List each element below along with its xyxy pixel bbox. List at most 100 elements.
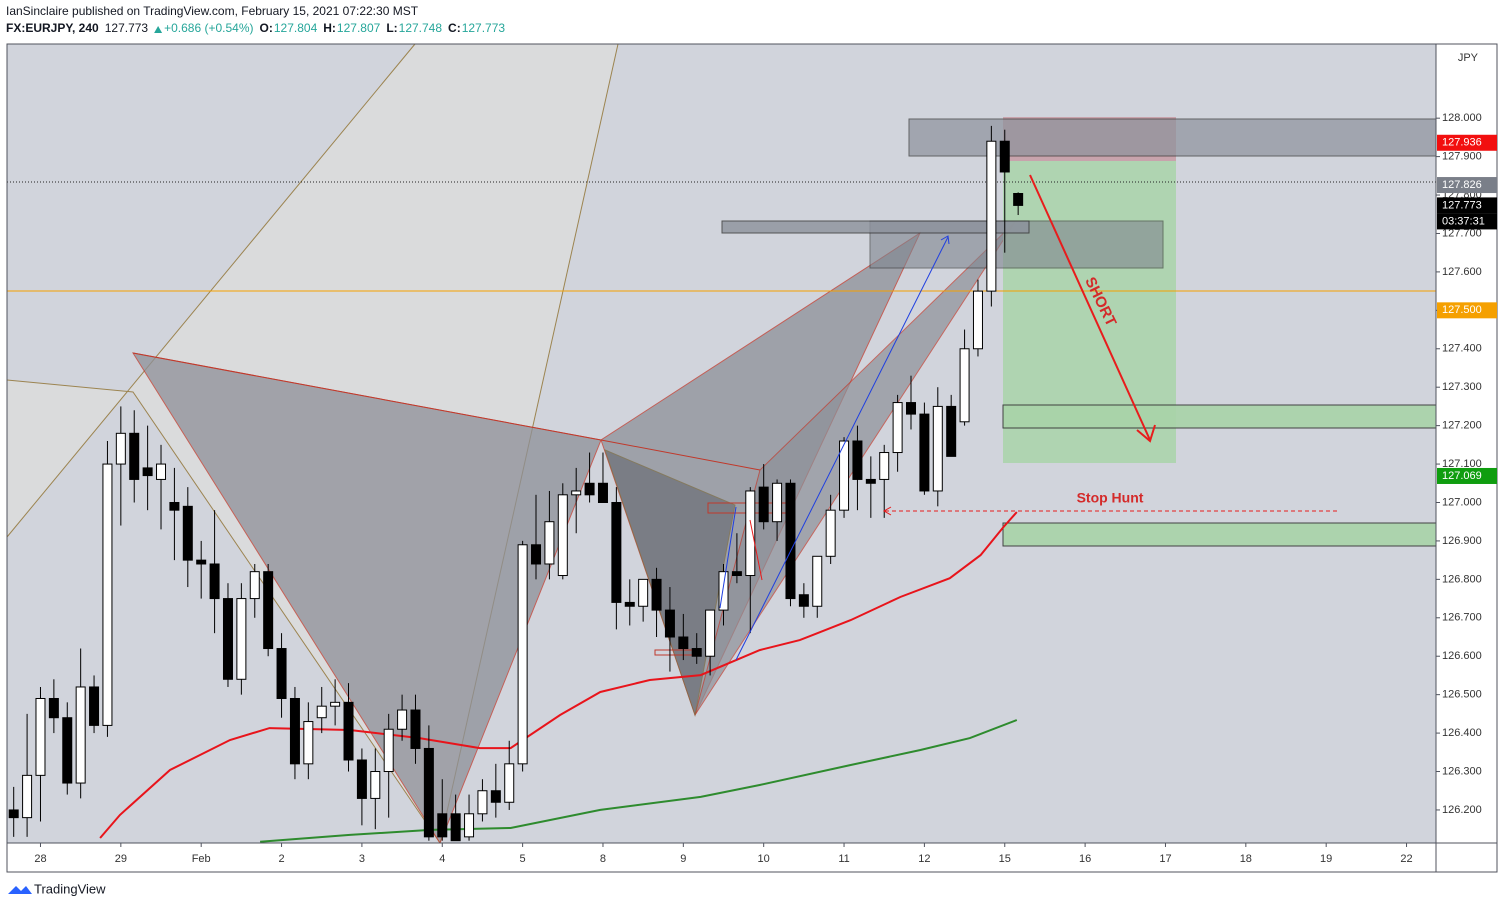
red-arrow <box>749 519 763 581</box>
candle-body <box>1013 193 1024 206</box>
candle-body <box>330 701 341 707</box>
logo <box>8 886 32 894</box>
ohlc-key: C: <box>448 21 461 35</box>
candle-body <box>437 813 448 838</box>
x-tick-label: 16 <box>1079 853 1091 865</box>
price-tag-label: 127.826 <box>1442 179 1482 191</box>
pattern-line <box>132 352 761 471</box>
candle-body <box>129 432 140 480</box>
candle-body <box>879 452 890 480</box>
y-tick-label: 126.700 <box>1442 612 1482 624</box>
candle-body <box>263 571 274 650</box>
x-tick-label: 17 <box>1159 853 1171 865</box>
candle-body <box>423 747 434 838</box>
y-tick-label: 127.100 <box>1442 458 1482 470</box>
y-tick-label: 127.700 <box>1442 227 1482 239</box>
candle-body <box>825 509 836 557</box>
x-tick-label: 8 <box>600 853 606 865</box>
candle-body <box>464 813 475 838</box>
ohlc-value: 127.804 <box>274 21 318 35</box>
candle-body <box>664 609 675 638</box>
price-tag-label: 127.500 <box>1442 304 1482 316</box>
y-tick-label: 126.500 <box>1442 689 1482 701</box>
x-tick-label: 18 <box>1240 853 1252 865</box>
x-tick-label: 5 <box>520 853 526 865</box>
candle-body <box>919 413 930 492</box>
stop-hunt-label: Stop Hunt <box>1077 490 1144 506</box>
x-tick-label: 2 <box>278 853 284 865</box>
candle-body <box>785 482 796 600</box>
candle-body <box>62 717 73 784</box>
x-tick-label: 4 <box>439 853 445 865</box>
symbol-line: FX:EURJPY, 240 127.773 +0.686 (+0.54%) O: 12… <box>6 21 505 35</box>
candle-body <box>477 790 488 815</box>
zone-box <box>1002 404 1437 429</box>
candle-body <box>249 571 260 600</box>
candle-body <box>504 763 515 803</box>
candle-body <box>115 432 126 465</box>
zone-box <box>908 118 1437 157</box>
y-tick-label: 127.600 <box>1442 266 1482 278</box>
y-tick-label: 127.900 <box>1442 151 1482 163</box>
byline: IanSinclaire published on TradingView.co… <box>6 4 419 18</box>
x-tick-label: 12 <box>918 853 930 865</box>
time-axis <box>7 843 1436 872</box>
candle-body <box>718 571 729 611</box>
candle-body <box>906 402 917 415</box>
candle-body <box>544 521 555 565</box>
candle-body <box>102 463 113 726</box>
candle-body <box>383 728 394 773</box>
unit-label: JPY <box>1458 52 1479 64</box>
candle-body <box>839 440 850 511</box>
candle-body <box>798 594 809 607</box>
x-tick-label: Feb <box>192 853 211 865</box>
price-tag <box>1437 134 1497 151</box>
blue-arrow <box>719 506 737 609</box>
moving-average <box>260 719 1018 843</box>
last-price: 127.773 <box>105 21 149 35</box>
candle-body <box>450 813 461 842</box>
candle-body <box>852 440 863 480</box>
candle-body <box>276 648 287 699</box>
x-tick-label: 3 <box>359 853 365 865</box>
x-tick-label: 22 <box>1400 853 1412 865</box>
candle-body <box>8 809 19 819</box>
candle-body <box>772 482 783 523</box>
candle-body <box>156 463 167 480</box>
candle-body <box>22 774 33 819</box>
candle-body <box>611 501 622 603</box>
candle-body <box>303 721 314 765</box>
candle-body <box>196 559 207 565</box>
symbol: FX:EURJPY, 240 <box>6 21 99 35</box>
ohlc-key: L: <box>386 21 397 35</box>
candle-body <box>651 578 662 611</box>
candle-body <box>316 705 327 719</box>
price-tag <box>1437 177 1497 194</box>
ohlc-key: H: <box>323 21 336 35</box>
x-tick-label: 10 <box>758 853 770 865</box>
candle-body <box>986 140 997 292</box>
y-tick-label: 127.400 <box>1442 343 1482 355</box>
y-tick-label: 127.200 <box>1442 420 1482 432</box>
frame <box>6 43 1498 873</box>
candle-body <box>397 709 408 730</box>
candle-body <box>705 609 716 657</box>
arrow-head <box>1136 424 1156 443</box>
arrow-head <box>940 235 950 245</box>
ohlc-value: 127.807 <box>337 21 381 35</box>
candle-body <box>584 482 595 496</box>
x-tick-label: 9 <box>680 853 686 865</box>
candle-body <box>745 490 756 577</box>
candle-body <box>731 571 742 577</box>
candle-body <box>678 636 689 650</box>
drawings <box>6 43 1437 845</box>
x-tick-label: 28 <box>34 853 46 865</box>
candle-body <box>343 701 354 761</box>
x-tick-label: 15 <box>999 853 1011 865</box>
candle-body <box>209 563 220 600</box>
candle-body <box>946 405 957 457</box>
change: +0.686 (+0.54%) <box>164 21 253 35</box>
candle-body <box>531 544 542 565</box>
ohlc-value: 127.748 <box>399 21 443 35</box>
candle-body <box>517 544 528 765</box>
